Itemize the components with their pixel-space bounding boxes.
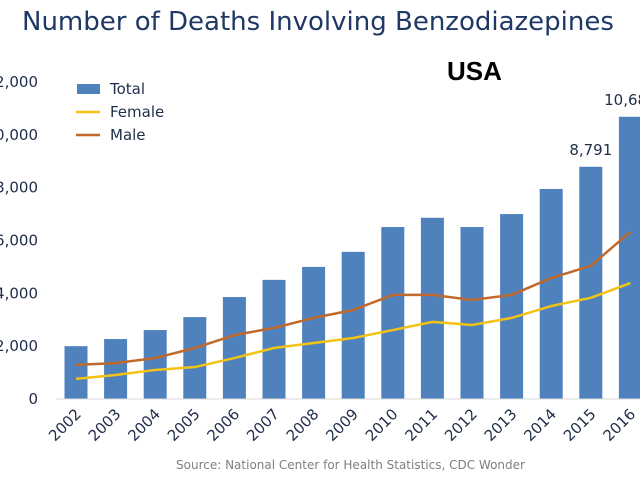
x-tick-label: 2003 [85, 405, 125, 445]
x-tick-label: 2004 [124, 405, 164, 445]
chart-title: Number of Deaths Involving Benzodiazepin… [22, 7, 614, 37]
x-tick-label: 2002 [45, 405, 85, 445]
bar-total-2010 [381, 227, 405, 399]
legend-label-total: Total [109, 80, 145, 98]
bar-total-2005 [183, 317, 207, 399]
y-tick-label: 4,000 [0, 284, 38, 302]
bar-total-2009 [341, 251, 365, 399]
x-tick-label: 2013 [481, 405, 521, 445]
y-tick-label: 12,000 [0, 73, 38, 91]
bar-total-2004 [143, 330, 167, 399]
x-tick-label: 2011 [401, 405, 441, 445]
y-tick-label: 6,000 [0, 232, 38, 250]
legend-label-male: Male [110, 126, 146, 144]
y-tick-label: 10,000 [0, 126, 38, 144]
x-tick-label: 2006 [203, 405, 243, 445]
x-tick-label: 2009 [322, 405, 362, 445]
x-tick-label: 2008 [283, 405, 323, 445]
x-tick-label: 2010 [362, 405, 402, 445]
source-note: Source: National Center for Health Stati… [176, 458, 525, 472]
bar-total-2013 [500, 214, 524, 399]
bar-total-2012 [460, 227, 484, 399]
data-label-2015: 8,791 [569, 141, 612, 159]
line-female [75, 281, 631, 381]
bar-total-2007 [262, 279, 286, 399]
bar-total-2015 [579, 166, 603, 399]
y-tick-label: 0 [28, 390, 38, 408]
x-tick-label: 2016 [599, 405, 639, 445]
x-tick-label: 2015 [560, 405, 600, 445]
bar-total-2014 [539, 188, 563, 399]
usa-annotation: USA [447, 56, 502, 86]
x-tick-label: 2014 [520, 405, 560, 445]
bar-total-2002 [64, 346, 88, 399]
bar-total-2008 [302, 266, 326, 399]
bar-total-2016 [618, 116, 640, 399]
y-tick-label: 2,000 [0, 337, 38, 355]
bar-total-2006 [222, 297, 246, 399]
bar-total-2011 [420, 217, 444, 399]
x-tick-label: 2005 [164, 405, 204, 445]
x-tick-label: 2012 [441, 405, 481, 445]
x-tick-label: 2007 [243, 405, 283, 445]
legend-swatch-total [77, 84, 100, 94]
data-label-2016: 10,684 [604, 91, 640, 109]
bar-total-2003 [104, 339, 128, 399]
line-male [75, 230, 632, 367]
legend-label-female: Female [110, 103, 164, 121]
y-tick-label: 8,000 [0, 179, 38, 197]
